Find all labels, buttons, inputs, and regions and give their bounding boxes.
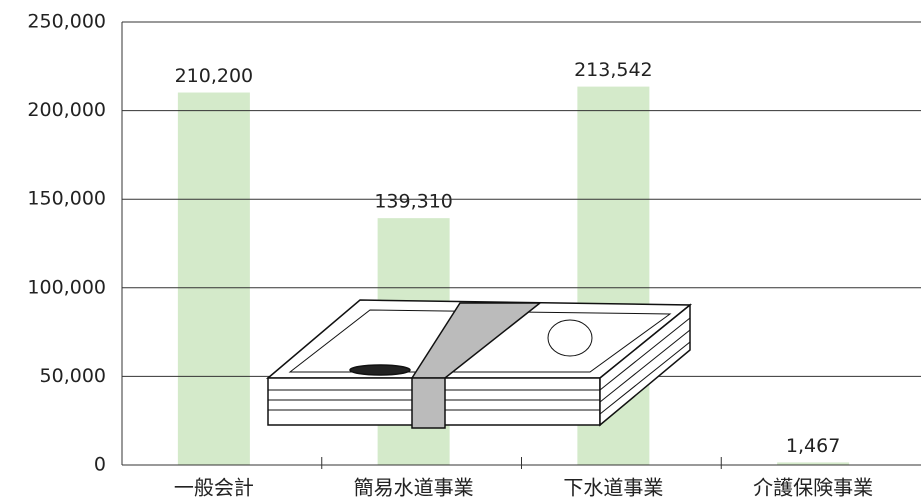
value-label: 213,542 bbox=[574, 59, 653, 81]
y-tick-label: 200,000 bbox=[27, 99, 106, 121]
bar bbox=[777, 462, 850, 465]
money-illustration bbox=[265, 299, 693, 429]
y-tick-label: 100,000 bbox=[27, 276, 106, 298]
x-tick-label: 簡易水道事業 bbox=[354, 476, 474, 499]
value-label: 1,467 bbox=[786, 435, 840, 457]
x-tick-label: 下水道事業 bbox=[563, 476, 663, 499]
value-label: 210,200 bbox=[175, 65, 254, 87]
y-tick-label: 150,000 bbox=[27, 188, 106, 210]
x-tick-label: 一般会計 bbox=[174, 476, 254, 499]
bar bbox=[177, 92, 250, 465]
value-label: 139,310 bbox=[374, 191, 453, 213]
y-tick-label: 250,000 bbox=[27, 11, 106, 33]
y-tick-label: 0 bbox=[94, 454, 106, 476]
y-tick-label: 50,000 bbox=[40, 365, 106, 387]
x-tick-label: 介護保険事業 bbox=[753, 476, 873, 499]
